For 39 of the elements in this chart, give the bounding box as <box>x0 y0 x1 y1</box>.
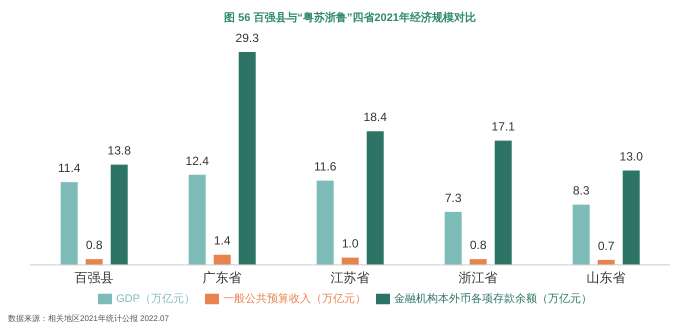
legend-label: 金融机构本外币各项存款余额（万亿元） <box>394 292 592 305</box>
bar <box>470 259 487 265</box>
bar <box>316 180 334 265</box>
bar <box>494 140 512 265</box>
x-tick-label: 百强县 <box>74 270 114 286</box>
data-label: 8.3 <box>572 184 590 198</box>
legend-label: 一般公共预算收入（万亿元） <box>222 292 366 305</box>
bar <box>86 259 103 265</box>
bar <box>238 52 256 265</box>
bar <box>366 131 384 265</box>
data-label: 0.7 <box>598 238 615 253</box>
x-tick-label: 浙江省 <box>458 270 498 286</box>
data-label: 12.4 <box>186 154 210 168</box>
bar <box>188 174 206 265</box>
data-label: 0.8 <box>86 238 103 252</box>
data-label: 18.4 <box>364 110 388 124</box>
x-tick-label: 山东省 <box>586 270 626 286</box>
bar <box>60 182 78 265</box>
bar <box>444 212 462 265</box>
bar <box>572 204 590 265</box>
data-label: 13.8 <box>108 144 132 158</box>
data-label: 11.6 <box>314 160 337 174</box>
bar <box>110 164 128 265</box>
data-label: 17.1 <box>492 120 516 134</box>
data-label: 29.3 <box>236 31 260 45</box>
x-tick-label: 江苏省 <box>330 270 370 286</box>
x-tick-label: 广东省 <box>202 270 242 286</box>
data-label: 13.0 <box>620 149 644 164</box>
data-label: 1.0 <box>342 236 359 251</box>
bar <box>342 258 359 265</box>
bar <box>214 254 231 265</box>
data-label: 7.3 <box>444 190 462 205</box>
data-label: 11.4 <box>58 161 81 176</box>
source-note: 数据来源：相关地区2021年统计公报 2022.07 <box>8 313 169 324</box>
chart-title: 图 56 百强县与“粤苏浙鲁”四省2021年经济规模对比 <box>223 10 477 26</box>
data-label: 1.4 <box>214 234 231 248</box>
legend-label: GDP（万亿元） <box>116 292 195 305</box>
bar <box>622 170 640 265</box>
data-label: 0.8 <box>470 238 487 252</box>
